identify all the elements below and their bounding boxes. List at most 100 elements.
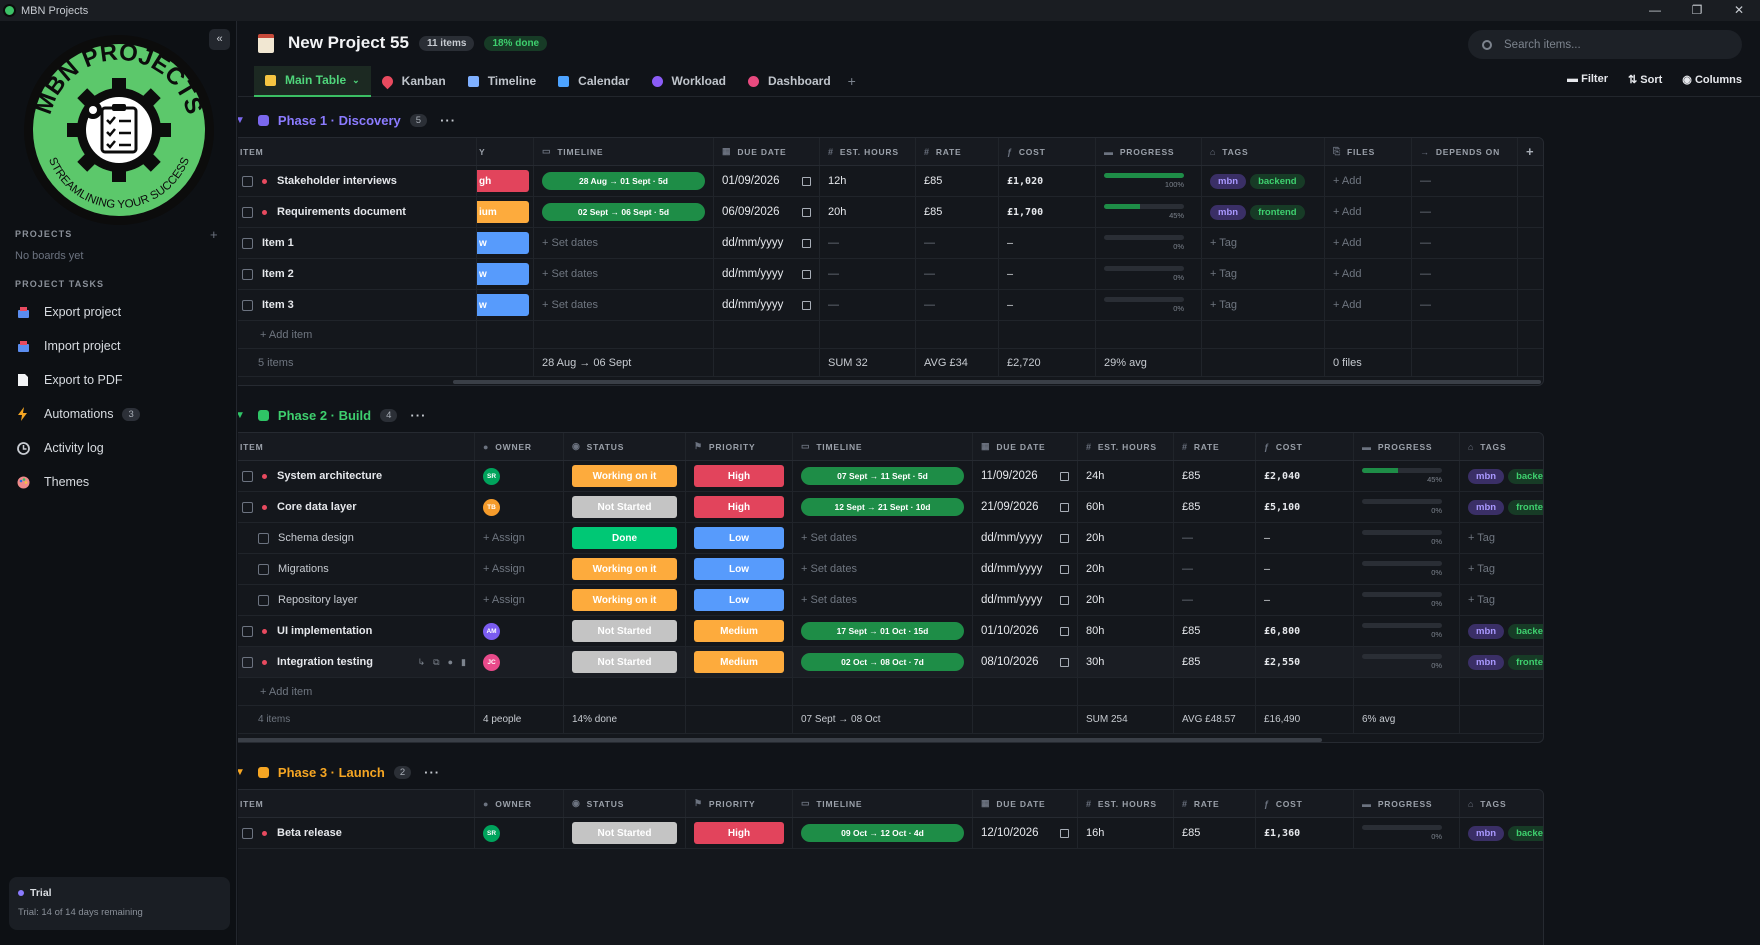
files-cell[interactable]: + Add bbox=[1325, 259, 1412, 289]
progress-cell[interactable]: 0% bbox=[1096, 228, 1202, 258]
assign-button[interactable]: + Assign bbox=[483, 563, 525, 575]
group-title[interactable]: Phase 3 · Launch bbox=[277, 764, 385, 780]
progress-cell[interactable]: 0% bbox=[1354, 818, 1460, 848]
priority-cell[interactable]: gh bbox=[477, 166, 534, 196]
est-hours-cell[interactable]: — bbox=[820, 228, 916, 258]
status-chip[interactable]: Working on it bbox=[572, 558, 677, 580]
add-tag-button[interactable]: + Tag bbox=[1210, 268, 1238, 280]
group-header-phase2[interactable]: ▼ Phase 2 · Build 4 ··· bbox=[238, 405, 426, 425]
row-checkbox[interactable] bbox=[242, 175, 253, 187]
trial-card[interactable]: Trial Trial: 14 of 14 days remaining bbox=[9, 877, 230, 930]
tags-cell[interactable]: + Tag bbox=[1460, 523, 1543, 553]
table-row[interactable]: UI implementation AM Not Started Medium 17 S… bbox=[238, 616, 1543, 647]
rate-cell[interactable]: £85 bbox=[916, 166, 999, 196]
table-row[interactable]: Core data layer TB Not Started High 12 Sept … bbox=[238, 492, 1543, 523]
tag-chip[interactable]: backend bbox=[1508, 825, 1543, 841]
owner-cell[interactable]: SR bbox=[475, 461, 564, 491]
tag-chip[interactable]: backend bbox=[1508, 623, 1543, 639]
status-cell[interactable]: Not Started bbox=[564, 647, 686, 677]
row-checkbox[interactable] bbox=[242, 470, 253, 482]
item-name[interactable]: Core data layer bbox=[277, 501, 357, 513]
col-progress[interactable]: ▬ PROGRESS bbox=[1354, 433, 1460, 460]
est-hours-cell[interactable]: 20h bbox=[1078, 523, 1174, 553]
tag-chip[interactable]: frontend bbox=[1250, 204, 1305, 220]
status-chip[interactable]: Not Started bbox=[572, 822, 677, 844]
group-color-dot[interactable] bbox=[257, 114, 269, 126]
add-tag-button[interactable]: + Tag bbox=[1468, 594, 1496, 606]
col-due-date[interactable]: ▦ DUE DATE bbox=[973, 790, 1078, 817]
timeline-cell[interactable]: 12 Sept → 21 Sept · 10d bbox=[793, 492, 973, 522]
row-checkbox[interactable] bbox=[242, 268, 253, 280]
status-cell[interactable]: Done bbox=[564, 523, 686, 553]
timeline-cell[interactable]: + Set dates bbox=[534, 228, 714, 258]
group-more-button[interactable]: ··· bbox=[410, 407, 427, 423]
horizontal-scrollbar[interactable] bbox=[238, 738, 1322, 742]
row-checkbox[interactable] bbox=[242, 501, 253, 513]
item-name[interactable]: Repository layer bbox=[278, 594, 358, 606]
files-cell[interactable]: + Add bbox=[1325, 197, 1412, 227]
owner-cell[interactable]: + Assign bbox=[475, 554, 564, 584]
timeline-bar[interactable]: 07 Sept → 11 Sept · 5d bbox=[801, 467, 964, 485]
col-est-hours[interactable]: # EST. HOURS bbox=[820, 138, 916, 165]
row-checkbox[interactable] bbox=[258, 532, 269, 544]
status-cell[interactable]: Working on it bbox=[564, 585, 686, 615]
add-project-button[interactable]: + bbox=[210, 227, 218, 242]
col-timeline[interactable]: ▭ TIMELINE bbox=[793, 790, 973, 817]
due-date-value[interactable]: dd/mm/yyyy bbox=[722, 299, 784, 311]
col-priority-clipped[interactable]: Y bbox=[477, 138, 534, 165]
item-name[interactable]: Item 3 bbox=[262, 299, 294, 311]
col-priority[interactable]: ⚑ PRIORITY bbox=[686, 790, 793, 817]
col-timeline[interactable]: ▭ TIMELINE bbox=[793, 433, 973, 460]
set-dates-button[interactable]: + Set dates bbox=[801, 594, 857, 606]
comment-icon[interactable]: ● bbox=[447, 656, 454, 667]
status-chip[interactable]: Not Started bbox=[572, 496, 677, 518]
set-dates-button[interactable]: + Set dates bbox=[801, 563, 857, 575]
timeline-cell[interactable]: 17 Sept → 01 Oct · 15d bbox=[793, 616, 973, 646]
table-row[interactable]: Requirements document ium 02 Sept → 06 Sep… bbox=[238, 197, 1543, 228]
timeline-bar[interactable]: 09 Oct → 12 Oct · 4d bbox=[801, 824, 964, 842]
col-rate[interactable]: # RATE bbox=[1174, 433, 1256, 460]
tag-chip[interactable]: mbn bbox=[1468, 468, 1505, 484]
sidebar-item-automations[interactable]: Automations 3 bbox=[16, 401, 221, 427]
tag-chip[interactable]: mbn bbox=[1468, 499, 1505, 515]
rate-cell[interactable]: — bbox=[1174, 585, 1256, 615]
avatar[interactable]: JC bbox=[483, 653, 500, 671]
due-date-value[interactable]: 12/10/2026 bbox=[981, 827, 1039, 839]
timeline-cell[interactable]: + Set dates bbox=[793, 523, 973, 553]
set-dates-button[interactable]: + Set dates bbox=[542, 299, 598, 311]
group-color-dot[interactable] bbox=[257, 409, 269, 421]
set-dates-button[interactable]: + Set dates bbox=[542, 268, 598, 280]
group-header-phase3[interactable]: ▼ Phase 3 · Launch 2 ··· bbox=[238, 762, 440, 782]
item-name[interactable]: Beta release bbox=[277, 827, 342, 839]
tag-chip[interactable]: frontend bbox=[1508, 499, 1543, 515]
rate-cell[interactable]: £85 bbox=[1174, 818, 1256, 848]
table-row[interactable]: Item 1 w + Set dates dd/mm/yyyy — — –0% + Tag + … bbox=[238, 228, 1543, 259]
priority-cell[interactable]: High bbox=[686, 461, 793, 491]
due-date-cell[interactable]: dd/mm/yyyy bbox=[973, 554, 1078, 584]
row-checkbox[interactable] bbox=[258, 594, 269, 606]
progress-cell[interactable]: 100% bbox=[1096, 166, 1202, 196]
files-cell[interactable]: + Add bbox=[1325, 166, 1412, 196]
due-date-value[interactable]: 11/09/2026 bbox=[981, 470, 1038, 482]
est-hours-cell[interactable]: 60h bbox=[1078, 492, 1174, 522]
tab-kanban[interactable]: Kanban bbox=[371, 66, 457, 97]
item-cell[interactable]: Item 3 bbox=[238, 290, 477, 320]
set-dates-button[interactable]: + Set dates bbox=[542, 237, 598, 249]
page-title[interactable]: New Project 55 bbox=[288, 33, 409, 52]
col-depends-on[interactable]: → DEPENDS ON bbox=[1412, 138, 1518, 165]
add-tag-button[interactable]: + Tag bbox=[1210, 237, 1238, 249]
tags-cell[interactable]: + Tag bbox=[1460, 554, 1543, 584]
add-tag-button[interactable]: + Tag bbox=[1210, 299, 1238, 311]
tab-timeline[interactable]: Timeline bbox=[457, 66, 547, 97]
col-rate[interactable]: # RATE bbox=[916, 138, 999, 165]
calendar-icon[interactable] bbox=[802, 176, 811, 186]
timeline-cell[interactable]: + Set dates bbox=[534, 290, 714, 320]
owner-cell[interactable]: + Assign bbox=[475, 585, 564, 615]
group-header-phase1[interactable]: ▼ Phase 1 · Discovery 5 ··· bbox=[238, 110, 456, 130]
depends-on-cell[interactable]: — bbox=[1412, 197, 1518, 227]
rate-cell[interactable]: £85 bbox=[1174, 461, 1256, 491]
duplicate-icon[interactable]: ⧉ bbox=[433, 656, 440, 667]
timeline-bar[interactable]: 12 Sept → 21 Sept · 10d bbox=[801, 498, 964, 516]
